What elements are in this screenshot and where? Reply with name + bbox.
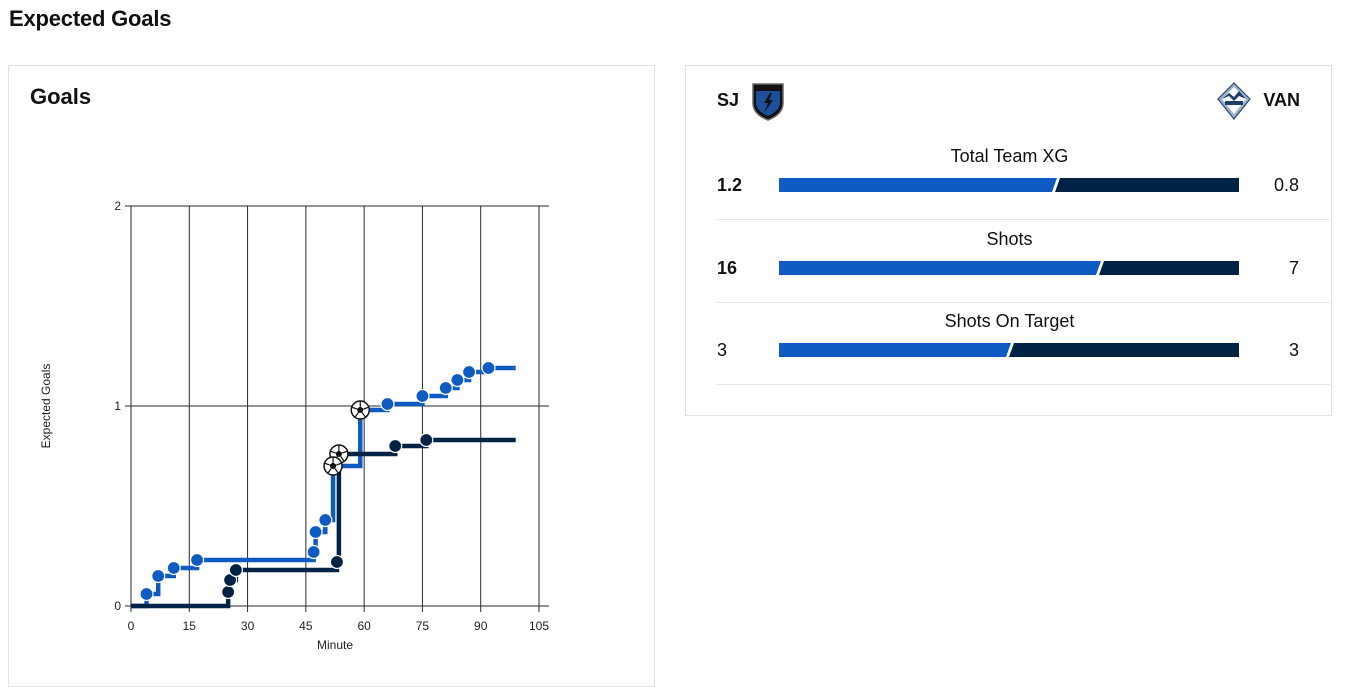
- stat-comparison-bar: [779, 178, 1239, 192]
- stat-row: Shots On Target 3 3: [717, 303, 1330, 385]
- sj-shot-point: [166, 560, 181, 576]
- earthquakes-crest-icon: [752, 83, 784, 121]
- stat-away-value: 7: [1288, 257, 1299, 278]
- x-tick-label: 105: [529, 619, 549, 633]
- whitecaps-crest-icon: [1217, 82, 1251, 120]
- sj-shot-point: [139, 586, 154, 602]
- stat-label: Shots On Target: [944, 311, 1075, 331]
- y-tick-label: 0: [114, 599, 121, 613]
- sj-shot-point: [189, 552, 205, 568]
- van-shot-point: [329, 554, 345, 570]
- page-title: Expected Goals: [9, 6, 172, 31]
- van-shot-point: [221, 584, 236, 600]
- xg-chart-card: Goals 0 15 30 45 60 75 90 105 0 1 2 Minute Expected …: [8, 65, 655, 687]
- sj-shot-point: [151, 568, 166, 584]
- stat-row: Shots 16 7: [717, 221, 1330, 303]
- sj-shot-point: [380, 396, 395, 412]
- chart-card-title: Goals: [30, 84, 92, 109]
- stat-home-value: 3: [717, 340, 728, 360]
- sj-shot-point: [450, 372, 465, 388]
- stat-away-value: 3: [1288, 340, 1299, 360]
- x-tick-label: 15: [183, 619, 197, 633]
- stat-label: Total Team XG: [950, 146, 1069, 166]
- xg-chart: 0 15 30 45 60 75 90 105 0 1 2 Minute Expected Goals: [39, 199, 549, 652]
- x-tick-label: 90: [474, 619, 488, 633]
- stat-bar-away-segment: [1055, 178, 1239, 192]
- sj-shot-point: [415, 388, 430, 404]
- van-shot-point: [419, 432, 434, 448]
- sj-shot-point: [461, 364, 477, 380]
- stat-bar-home-segment: [779, 178, 1057, 192]
- stat-away-value: 0.8: [1273, 175, 1299, 195]
- sj-shot-point: [481, 360, 496, 376]
- y-tick-label: 2: [114, 199, 121, 213]
- stat-bar-away-segment: [1009, 343, 1239, 357]
- stat-bar-home-segment: [779, 343, 1011, 357]
- stat-bar-home-segment: [779, 260, 1101, 275]
- sj-shot-point: [438, 380, 453, 396]
- stat-home-value: 16: [717, 257, 738, 278]
- x-tick-label: 60: [357, 619, 371, 633]
- x-axis-label: Minute: [317, 638, 353, 652]
- goal-ball-icon: [323, 456, 343, 476]
- x-tick-label: 0: [128, 619, 135, 633]
- y-axis-label: Expected Goals: [39, 364, 53, 449]
- van-shot-point: [388, 438, 403, 454]
- stat-bar-away-segment: [1099, 260, 1239, 275]
- x-tick-label: 45: [299, 619, 313, 633]
- sj-shot-point: [308, 524, 323, 540]
- van-shot-point: [228, 562, 244, 578]
- sj-shot-point: [306, 544, 321, 560]
- stat-comparison-bar: [779, 260, 1239, 275]
- away-team-abbr: VAN: [1263, 90, 1300, 110]
- home-team-abbr: SJ: [717, 90, 740, 110]
- x-tick-label: 30: [241, 619, 255, 633]
- stat-label: Shots: [986, 228, 1033, 249]
- y-tick-label: 1: [114, 399, 121, 413]
- stat-home-value: 1.2: [717, 175, 743, 195]
- goal-ball-icon: [350, 400, 371, 420]
- x-tick-label: 75: [416, 619, 430, 633]
- stat-row: Total Team XG 1.2 0.8: [717, 138, 1330, 220]
- sj-shot-point: [318, 512, 333, 528]
- team-stats-card: SJ VAN Total Team XG 1.2 0.8 Shots 16 7 Shots …: [685, 65, 1332, 416]
- stat-comparison-bar: [779, 343, 1239, 357]
